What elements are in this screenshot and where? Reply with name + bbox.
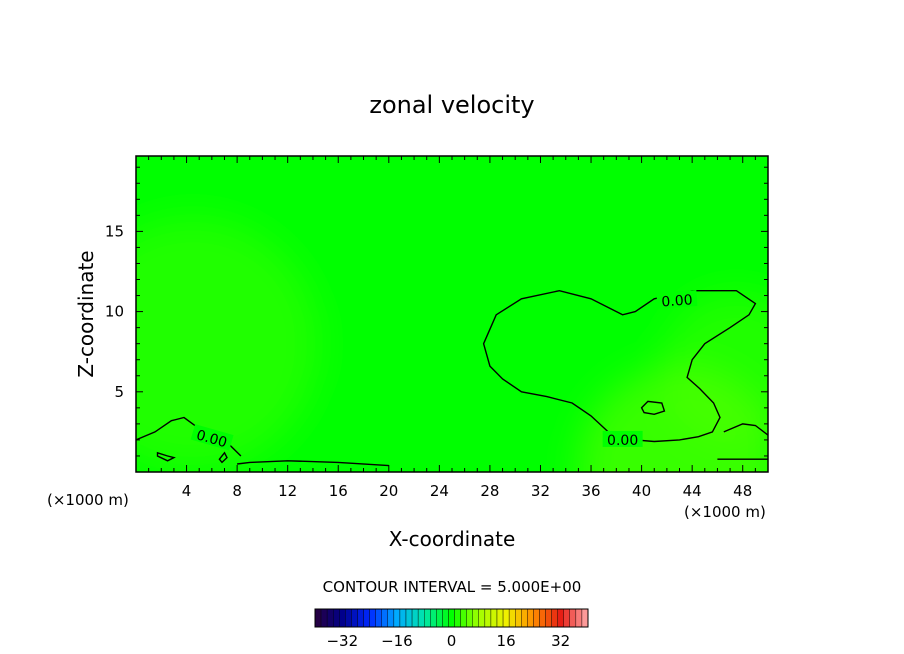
contour-value-label: 0.00 — [661, 292, 693, 310]
colorbar-cell — [357, 608, 364, 628]
x-tick-labels: 4 8 12 16 20 24 28 32 36 40 44 48 — [182, 482, 752, 500]
colorbar-tick-label: 0 — [447, 632, 457, 650]
colorbar-cell — [563, 608, 570, 628]
colorbar-cell — [521, 608, 528, 628]
colorbar-cell — [333, 608, 340, 628]
zero-contour-line — [237, 460, 389, 467]
colorbar-tick-labels: −32 −16 0 16 32 — [326, 632, 570, 650]
colorbar-tick-label: −16 — [381, 632, 413, 650]
y-tick-label: 10 — [105, 303, 124, 321]
colorbar-cell — [424, 608, 431, 628]
x-tick-label: 36 — [581, 482, 600, 500]
colorbar-cell — [454, 608, 461, 628]
y-tick-label: 15 — [105, 222, 124, 240]
colorbar-cell — [326, 608, 334, 628]
x-axis-unit-right: (×1000 m) — [684, 503, 766, 521]
colorbar-cell — [399, 608, 407, 628]
field-anomaly — [578, 366, 768, 472]
colorbar-frame — [314, 608, 589, 628]
y-tick-label: 5 — [114, 383, 124, 401]
colorbar-cell — [442, 608, 449, 628]
colorbar-cell — [369, 608, 376, 628]
colorbar-cell — [502, 608, 510, 628]
x-tick-label: 48 — [733, 482, 752, 500]
field-anomaly — [136, 217, 320, 471]
zero-contour-line — [482, 289, 757, 443]
colorbar-cell — [545, 608, 552, 628]
colorbar-cell — [375, 608, 382, 628]
colorbar-cell — [575, 608, 583, 628]
x-axis-unit-left: (×1000 m) — [47, 491, 129, 509]
zero-contour-line — [640, 400, 666, 416]
x-tick-label: 28 — [480, 482, 499, 500]
colorbar-cell — [496, 608, 504, 628]
colorbar-cell — [527, 608, 534, 628]
x-axis-label: X-coordinate — [389, 527, 516, 551]
colorbar-cell — [551, 608, 558, 628]
y-axis-label: Z-coordinate — [74, 250, 98, 377]
colorbar-cell — [539, 608, 546, 628]
x-tick-label: 4 — [182, 482, 192, 500]
colorbar-tick-label: −32 — [326, 632, 358, 650]
colorbar-cell — [557, 608, 564, 628]
colorbar-cell — [351, 608, 358, 628]
chart-title: zonal velocity — [369, 91, 534, 119]
colorbar-cell — [490, 608, 498, 628]
contour-value-label: 0.00 — [607, 433, 638, 449]
colorbar-cell — [460, 608, 467, 628]
colorbar-cell — [314, 608, 322, 628]
colorbar-cell — [508, 608, 516, 628]
colorbar-cell — [345, 608, 352, 628]
colorbar-cell — [466, 608, 473, 628]
y-tick-labels: 5 10 15 — [105, 222, 124, 400]
x-tick-label: 20 — [379, 482, 398, 500]
colorbar-cell — [393, 608, 401, 628]
colorbar-cell — [320, 608, 328, 628]
colorbar-tick-label: 16 — [497, 632, 516, 650]
colorbar-cell — [363, 608, 370, 628]
colorbar — [314, 608, 589, 628]
x-tick-label: 8 — [232, 482, 242, 500]
colorbar-cell — [569, 608, 577, 628]
x-tick-label: 24 — [430, 482, 449, 500]
axis-ticks — [136, 156, 768, 472]
zero-contour-line — [156, 451, 176, 462]
x-tick-label: 44 — [683, 482, 702, 500]
zero-contour-line — [218, 451, 228, 464]
x-tick-label: 16 — [329, 482, 348, 500]
x-tick-label: 12 — [278, 482, 297, 500]
colorbar-cell — [448, 608, 455, 628]
colorbar-cell — [581, 608, 589, 628]
colorbar-cell — [436, 608, 443, 628]
colorbar-cell — [405, 608, 413, 628]
colorbar-cell — [484, 608, 492, 628]
contour-interval-text: CONTOUR INTERVAL = 5.000E+00 — [323, 578, 582, 596]
colorbar-cell — [472, 608, 480, 628]
colorbar-cell — [339, 608, 346, 628]
colorbar-cell — [411, 608, 419, 628]
colorbar-cell — [515, 608, 522, 628]
colorbar-cell — [381, 608, 389, 628]
x-tick-label: 40 — [632, 482, 651, 500]
zero-contour-line — [723, 423, 768, 436]
colorbar-cell — [533, 608, 540, 628]
x-tick-label: 32 — [531, 482, 550, 500]
colorbar-cell — [478, 608, 486, 628]
colorbar-tick-label: 32 — [551, 632, 570, 650]
colorbar-cell — [417, 608, 425, 628]
plot-area — [136, 156, 768, 472]
colorbar-cell — [387, 608, 395, 628]
colorbar-cell — [430, 608, 437, 628]
